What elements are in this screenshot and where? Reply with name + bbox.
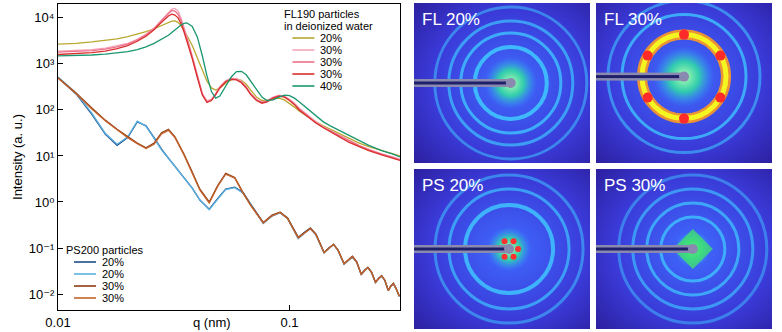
svg-text:40%: 40% xyxy=(320,80,342,92)
svg-text:10⁻¹: 10⁻¹ xyxy=(29,241,55,256)
svg-text:0.01: 0.01 xyxy=(45,315,70,330)
svg-text:10³: 10³ xyxy=(36,56,55,71)
svg-text:10¹: 10¹ xyxy=(36,149,55,164)
svg-text:PS 20%: PS 20% xyxy=(422,176,483,195)
svg-text:10²: 10² xyxy=(36,102,55,117)
svg-text:20%: 20% xyxy=(102,268,124,280)
svg-text:10⁰: 10⁰ xyxy=(35,195,55,210)
svg-text:30%: 30% xyxy=(102,280,124,292)
svg-text:FL190 particles: FL190 particles xyxy=(284,8,360,20)
svg-text:30%: 30% xyxy=(320,44,342,56)
svg-text:20%: 20% xyxy=(102,256,124,268)
svg-text:30%: 30% xyxy=(102,292,124,304)
svg-text:20%: 20% xyxy=(320,32,342,44)
svg-text:30%: 30% xyxy=(320,56,342,68)
svg-text:PS 30%: PS 30% xyxy=(604,176,665,195)
svg-text:q (nm): q (nm) xyxy=(193,315,231,330)
svg-text:30%: 30% xyxy=(320,68,342,80)
svg-text:PS200 particles: PS200 particles xyxy=(66,244,144,256)
svg-text:FL 20%: FL 20% xyxy=(422,10,480,29)
svg-text:0.1: 0.1 xyxy=(280,315,298,330)
svg-text:10⁻²: 10⁻² xyxy=(29,287,55,302)
svg-text:Intensity (a. u.): Intensity (a. u.) xyxy=(10,114,25,200)
svg-text:in deionized water: in deionized water xyxy=(284,20,373,32)
svg-text:10⁴: 10⁴ xyxy=(34,10,54,25)
svg-text:FL 30%: FL 30% xyxy=(604,10,662,29)
